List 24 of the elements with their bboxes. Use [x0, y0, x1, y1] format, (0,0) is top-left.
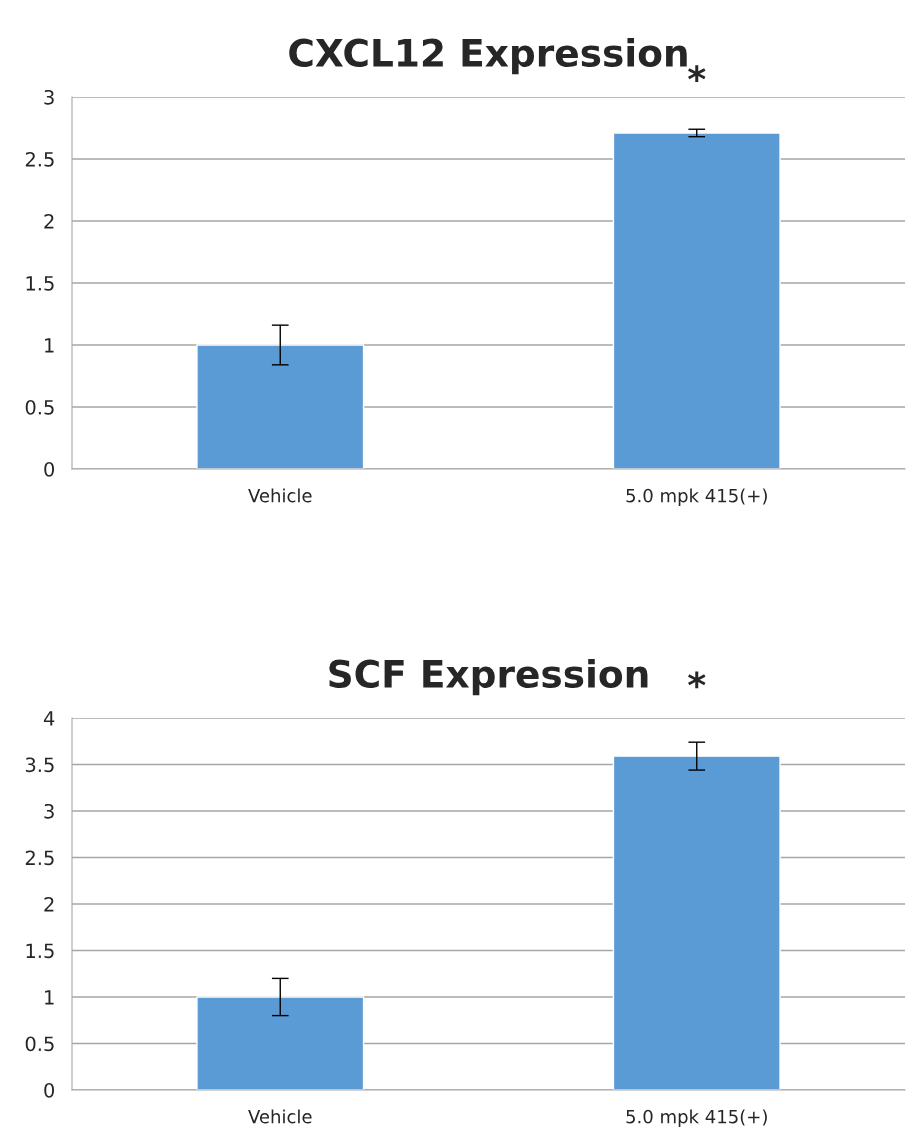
y-tick-label: 2.5	[25, 850, 54, 866]
x-tick-label: 5.0 mpk 415(+)	[626, 1109, 767, 1127]
text: *	[688, 671, 706, 689]
x-tick-label: Vehicle	[248, 488, 312, 503]
y-tick-label: 3	[44, 803, 54, 819]
y-tick-label: 0	[44, 1082, 55, 1098]
y-tick-label: 0.5	[25, 399, 54, 415]
y-tick-label: 1	[45, 990, 54, 1005]
y-tick-label: 0.5	[25, 1036, 54, 1052]
chart-title: CXCL12 Expression	[289, 37, 687, 75]
y-tick-label: 4	[43, 711, 55, 726]
y-tick-label: 2	[44, 896, 54, 912]
text: *	[688, 65, 706, 83]
y-tick-label: 1.5	[26, 943, 54, 959]
y-tick-label: 1	[45, 338, 54, 353]
x-tick-label: 5.0 mpk 415(+)	[626, 488, 767, 506]
y-tick-label: 2	[44, 213, 54, 229]
y-tick-label: 1.5	[26, 276, 54, 291]
chart-title: SCF Expression	[329, 658, 648, 696]
y-tick-label: 2.5	[25, 151, 54, 167]
x-tick-label: Vehicle	[248, 1109, 312, 1124]
y-tick-label: 3	[44, 89, 54, 105]
y-tick-label: 3.5	[25, 757, 54, 773]
y-tick-label: 0	[44, 461, 55, 477]
